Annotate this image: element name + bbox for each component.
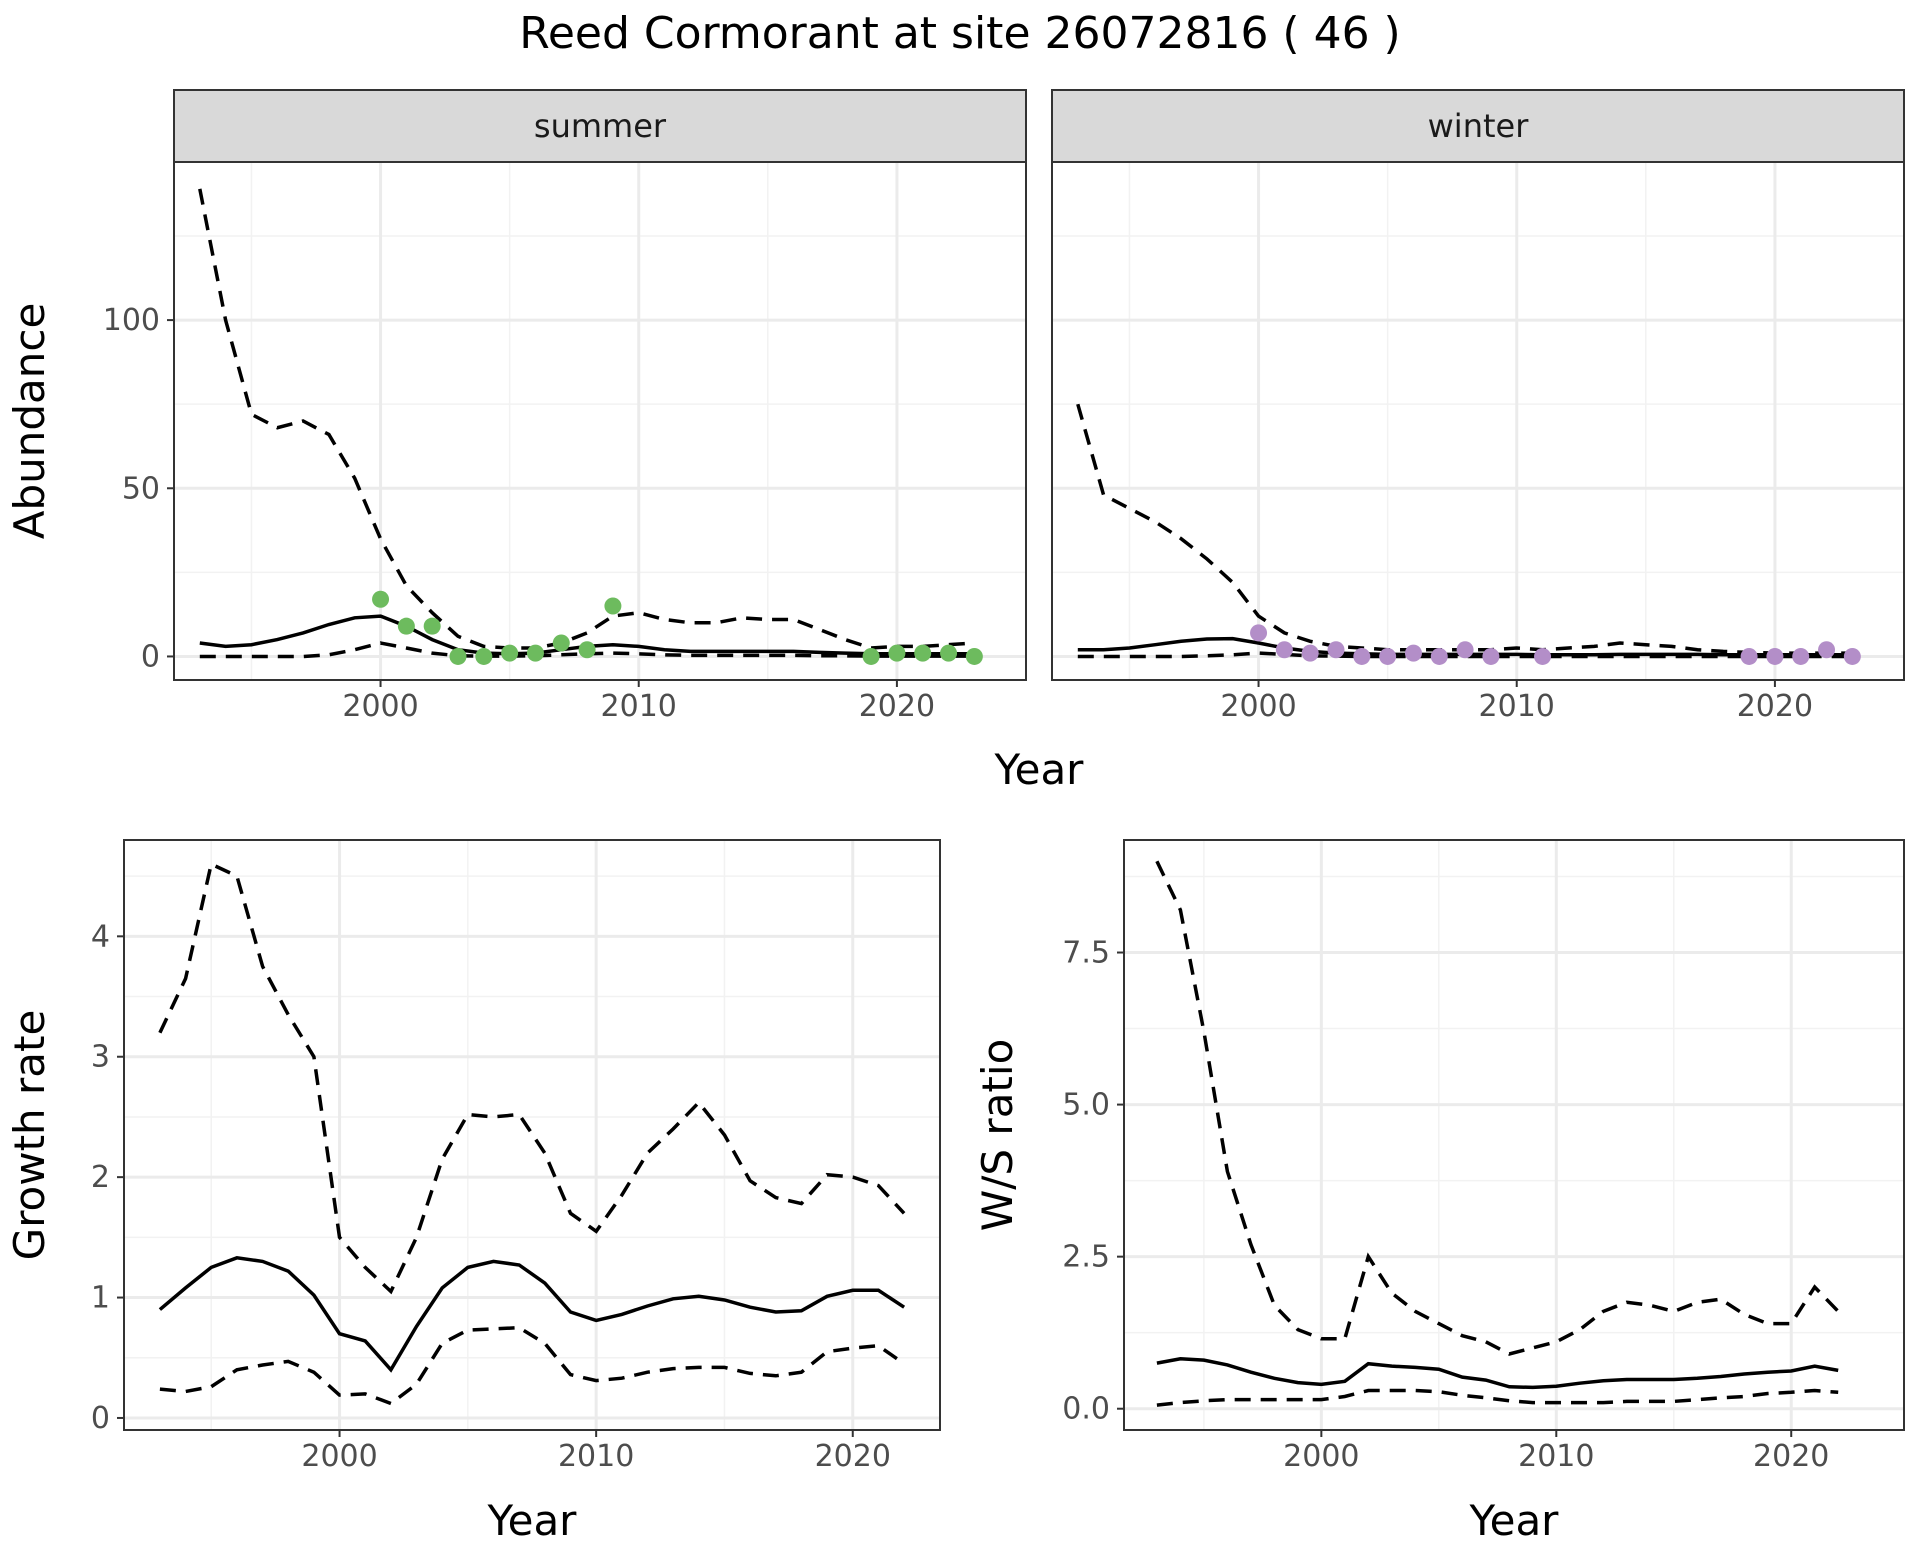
- x-tick-label: 2020: [1753, 1439, 1829, 1474]
- facet-strip: [173, 89, 1027, 163]
- abundance-chart: 2000 2010 2020 0 50 100 summer 2000 2010 2020 wint…: [5, 89, 1905, 794]
- y-tick-label: 2.5: [1062, 1240, 1110, 1275]
- y-tick-label: 0.0: [1062, 1392, 1110, 1427]
- observation-point: [423, 617, 441, 635]
- abundance-winter-panel: 2000 2010 2020 winter: [1051, 89, 1905, 724]
- x-axis-title: Year: [487, 1496, 578, 1545]
- observation-point: [888, 644, 906, 662]
- observation-point: [1353, 647, 1371, 665]
- observation-point: [1275, 641, 1293, 659]
- series-line-upper: [198, 188, 975, 650]
- panel-border: [123, 839, 941, 1431]
- series-line-upper: [1076, 403, 1853, 655]
- observation-point: [501, 644, 519, 662]
- facet-strip-label: winter: [1428, 107, 1530, 145]
- facet-strip: [1051, 89, 1905, 163]
- observation-point: [1766, 647, 1784, 665]
- y-axis-title: W/S ratio: [973, 1039, 1022, 1232]
- growth-panel: 2000 2010 2020 0 1 2 3 4: [91, 839, 941, 1474]
- series-line-lower: [159, 1325, 906, 1406]
- observation-point: [1818, 641, 1836, 659]
- y-axis-title: Abundance: [5, 303, 54, 540]
- abundance-summer-panel: 2000 2010 2020 0 50 100 summer: [103, 89, 1027, 724]
- x-tick-label: 2010: [558, 1439, 634, 1474]
- observation-point: [526, 644, 544, 662]
- observation-point: [449, 647, 467, 665]
- observation-point: [1327, 641, 1345, 659]
- y-axis-title: Growth rate: [5, 1010, 54, 1261]
- observation-point: [1482, 647, 1500, 665]
- series-line-mean: [158, 1256, 906, 1373]
- x-tick-label: 2000: [1283, 1439, 1359, 1474]
- observation-point: [1301, 644, 1319, 662]
- series-line-upper: [1155, 860, 1840, 1356]
- ws-ratio-chart: 2000 2010 2020 0.0 2.5 5.0 7.5 Year W/S ratio: [973, 839, 1905, 1545]
- observation-point: [1430, 647, 1448, 665]
- y-tick-label: 3: [91, 1040, 110, 1075]
- series-line-upper: [158, 861, 906, 1295]
- x-tick-label: 2010: [601, 689, 677, 724]
- observation-point: [578, 641, 596, 659]
- observation-point: [1792, 647, 1810, 665]
- observation-point: [1843, 647, 1861, 665]
- y-tick-label: 5.0: [1062, 1088, 1110, 1123]
- x-tick-label: 2000: [301, 1439, 377, 1474]
- series-line-mean: [1156, 1357, 1839, 1390]
- x-tick-label: 2020: [815, 1439, 891, 1474]
- y-tick-label: 100: [103, 303, 160, 338]
- ratio-panel: 2000 2010 2020 0.0 2.5 5.0 7.5: [1062, 839, 1905, 1474]
- observation-point: [965, 647, 983, 665]
- x-tick-label: 2020: [859, 689, 935, 724]
- observation-point: [1456, 641, 1474, 659]
- observation-point: [940, 644, 958, 662]
- observation-point: [372, 590, 390, 608]
- y-tick-label: 0: [91, 1401, 110, 1436]
- x-axis-title: Year: [994, 745, 1085, 794]
- observation-point: [1534, 647, 1552, 665]
- x-tick-label: 2000: [1220, 689, 1296, 724]
- y-tick-label: 50: [122, 471, 160, 506]
- y-tick-label: 7.5: [1062, 936, 1110, 971]
- observation-point: [914, 644, 932, 662]
- y-tick-label: 1: [91, 1281, 110, 1316]
- x-tick-label: 2010: [1518, 1439, 1594, 1474]
- x-tick-label: 2000: [342, 689, 418, 724]
- x-tick-label: 2020: [1737, 689, 1813, 724]
- observation-point: [475, 647, 493, 665]
- observation-point: [1250, 624, 1268, 642]
- x-tick-label: 2010: [1479, 689, 1555, 724]
- observation-point: [552, 634, 570, 652]
- growth-rate-chart: 2000 2010 2020 0 1 2 3 4 Year Growth rate: [5, 839, 941, 1545]
- observation-point: [1404, 644, 1422, 662]
- observation-point: [397, 617, 415, 635]
- series-line-lower: [1156, 1388, 1839, 1407]
- y-tick-label: 0: [141, 639, 160, 674]
- y-tick-label: 2: [91, 1160, 110, 1195]
- x-axis-title: Year: [1469, 1496, 1560, 1545]
- chart-title: Reed Cormorant at site 26072816 ( 46 ): [519, 8, 1400, 59]
- facet-strip-label: summer: [534, 107, 667, 145]
- observation-point: [862, 647, 880, 665]
- observation-point: [604, 597, 622, 615]
- panel-border: [1123, 839, 1905, 1431]
- observation-point: [1740, 647, 1758, 665]
- y-tick-label: 4: [91, 919, 110, 954]
- observation-point: [1379, 647, 1397, 665]
